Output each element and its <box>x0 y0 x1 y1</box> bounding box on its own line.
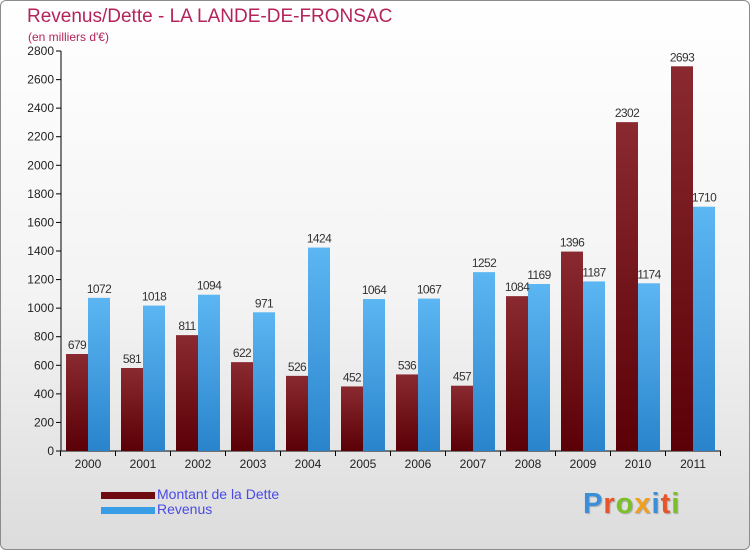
value-label-revenus: 1094 <box>197 279 222 293</box>
logo-letter: o <box>615 488 635 520</box>
value-label-dette: 2302 <box>615 106 640 120</box>
y-tick-label: 1000 <box>27 301 54 315</box>
logo-letter: i <box>671 488 681 520</box>
x-tick-label: 2003 <box>240 457 267 471</box>
x-tick-label: 2006 <box>405 457 432 471</box>
value-label-dette: 622 <box>233 346 252 360</box>
x-tick-label: 2010 <box>625 457 652 471</box>
bar-revenus <box>253 312 275 451</box>
bar-dette <box>66 354 88 451</box>
legend-swatch-dette <box>101 492 155 499</box>
logo-letter: t <box>660 488 672 520</box>
value-label-dette: 452 <box>343 370 362 384</box>
y-tick-label: 2800 <box>27 44 54 58</box>
bar-dette <box>451 385 473 451</box>
value-label-revenus: 1169 <box>527 268 551 282</box>
x-tick-label: 2011 <box>680 457 706 471</box>
value-label-dette: 526 <box>288 360 307 374</box>
value-label-revenus: 1252 <box>472 256 497 270</box>
bar-revenus <box>418 298 440 451</box>
legend-swatch-revenus <box>101 507 155 514</box>
bar-revenus <box>308 247 330 451</box>
bar-dette <box>671 66 693 452</box>
y-tick-label: 0 <box>47 444 54 458</box>
value-label-revenus: 1018 <box>142 290 167 304</box>
proxiti-logo: Proxiti <box>583 488 680 521</box>
logo-letter: r <box>603 488 616 520</box>
y-tick-label: 1600 <box>27 215 54 229</box>
y-tick-label: 1800 <box>27 187 54 201</box>
bar-revenus <box>88 297 110 451</box>
bar-revenus <box>143 305 165 451</box>
y-tick-label: 2200 <box>27 130 54 144</box>
bar-dette <box>396 374 418 451</box>
value-label-revenus: 1187 <box>582 265 606 279</box>
y-tick-label: 2400 <box>27 101 54 115</box>
value-label-dette: 457 <box>453 370 472 384</box>
y-tick-label: 2000 <box>27 158 54 172</box>
x-tick-label: 2008 <box>515 457 542 471</box>
value-label-revenus: 1072 <box>87 282 112 296</box>
value-label-revenus: 1424 <box>307 232 332 246</box>
bar-revenus <box>638 283 660 451</box>
bars-group <box>66 66 715 452</box>
bar-dette <box>616 122 638 452</box>
bar-revenus <box>198 294 220 451</box>
logo-letter: x <box>634 488 652 520</box>
value-label-dette: 679 <box>68 338 87 352</box>
value-label-revenus: 1067 <box>417 283 442 297</box>
x-tick-label: 2000 <box>75 457 102 471</box>
y-tick-label: 1200 <box>27 273 54 287</box>
y-tick-label: 200 <box>34 415 54 429</box>
bar-revenus <box>473 272 495 451</box>
axes: 0 200 400 600 800 1000 1200 1400 1600 1800 2000 220… <box>27 44 721 471</box>
legend-label-revenus: Revenus <box>157 501 213 517</box>
x-tick-label: 2009 <box>570 457 597 471</box>
legend-label-dette: Montant de la Dette <box>157 486 280 502</box>
y-tick-label: 2600 <box>27 73 54 87</box>
value-label-revenus: 971 <box>255 296 274 310</box>
bar-revenus <box>583 281 605 451</box>
bar-dette <box>286 375 308 451</box>
y-tick-label: 400 <box>34 387 54 401</box>
bar-dette <box>176 335 198 451</box>
value-label-dette: 1084 <box>505 280 530 294</box>
y-tick-label: 600 <box>34 358 54 372</box>
value-label-dette: 536 <box>398 358 417 372</box>
value-label-dette: 1396 <box>560 236 585 250</box>
value-label-dette: 2693 <box>670 50 695 64</box>
x-tick-label: 2004 <box>295 457 322 471</box>
y-tick-label: 1400 <box>27 244 54 258</box>
x-tick-label: 2005 <box>350 457 377 471</box>
chart-subtitle: (en milliers d'€) <box>28 30 109 44</box>
bar-dette <box>561 251 583 451</box>
bar-revenus <box>528 284 550 451</box>
bar-dette <box>231 362 253 451</box>
x-tick-label: 2001 <box>130 457 157 471</box>
value-label-dette: 581 <box>123 352 142 366</box>
value-labels-group: 679 1072 581 1018 811 1094 622 971 526 1424 452 106… <box>68 50 718 384</box>
value-label-revenus: 1064 <box>362 283 387 297</box>
bar-revenus <box>693 206 715 451</box>
bar-dette <box>341 386 363 451</box>
value-label-dette: 811 <box>178 319 196 333</box>
bar-dette <box>121 368 143 451</box>
logo-letter: P <box>583 488 604 520</box>
bar-revenus <box>363 299 385 451</box>
x-tick-label: 2002 <box>185 457 212 471</box>
logo-letter: i <box>651 488 661 520</box>
x-tick-label: 2007 <box>460 457 487 471</box>
chart-title: Revenus/Dette - LA LANDE-DE-FRONSAC <box>27 6 393 27</box>
y-tick-label: 800 <box>34 330 54 344</box>
value-label-revenus: 1710 <box>692 191 717 205</box>
bar-dette <box>506 296 528 451</box>
value-label-revenus: 1174 <box>637 267 661 281</box>
